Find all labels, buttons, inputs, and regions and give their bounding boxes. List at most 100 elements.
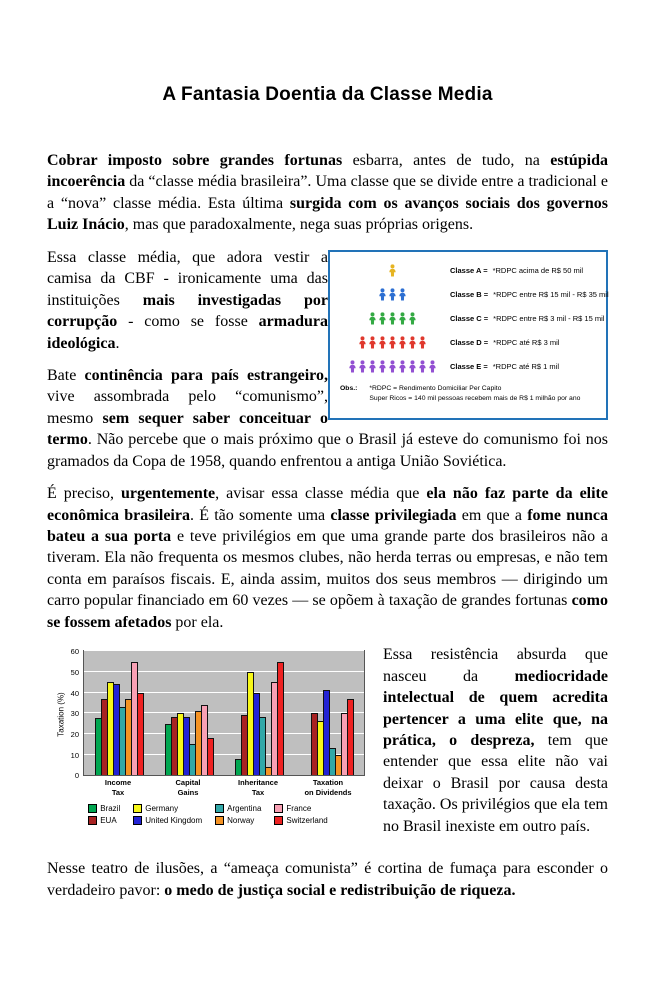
class-row: Classe C = *RDPC entre R$ 3 mil - R$ 15 m… xyxy=(334,307,605,331)
person-icon xyxy=(408,312,416,325)
legend-label: Argentina xyxy=(227,804,262,814)
bar-group xyxy=(164,704,214,776)
class-label: Classe A = *RDPC acima de R$ 50 mil xyxy=(450,265,584,275)
legend-label: France xyxy=(286,804,312,814)
legend-item: France xyxy=(274,804,327,814)
legend-swatch xyxy=(88,816,98,826)
text-segment: - como se fosse xyxy=(117,313,259,331)
person-icon xyxy=(398,336,406,349)
text-segment: Essa classe média, que adora vestir a ca… xyxy=(47,248,328,309)
bar-switzerland xyxy=(206,738,214,776)
text-segment: Nesse teatro de ilusões, a “ameaça comun… xyxy=(47,860,608,899)
legend-item: EUA xyxy=(88,816,120,826)
legend-swatch xyxy=(215,804,225,814)
paragraph-3: Bate continência para país estrangeiro, … xyxy=(47,365,608,472)
text-segment: o medo de justiça social e redistribuiçã… xyxy=(164,881,516,899)
gridline xyxy=(84,670,364,672)
text-segment: Bate xyxy=(47,366,85,384)
y-tick-label: 30 xyxy=(70,709,79,719)
text-segment: como se fossem afetados xyxy=(47,592,608,631)
pyramid-rows: Classe A = *RDPC acima de R$ 50 mil Classe… xyxy=(334,259,609,379)
paragraph-2: Essa classe média, que adora vestir a ca… xyxy=(47,247,608,354)
legend-swatch xyxy=(133,804,143,814)
person-icon xyxy=(398,312,406,325)
class-label: Classe C = *RDPC entre R$ 3 mil - R$ 15 m… xyxy=(450,313,605,323)
person-icon xyxy=(388,336,396,349)
class-row: Classe E = *RDPC até R$ 1 mil xyxy=(334,355,602,379)
text-segment: por ela. xyxy=(171,613,224,631)
text-segment: tem que entender que essa elite não vai … xyxy=(383,731,609,835)
person-icon xyxy=(388,264,396,277)
y-tick-label: 0 xyxy=(74,771,79,781)
legend-label: United Kingdom xyxy=(145,816,203,826)
chart-section: Taxation (%) 0 10 20 30 40 50 60 Income Tax Capit… xyxy=(47,644,609,848)
legend-swatch xyxy=(274,804,284,814)
legend-swatch xyxy=(133,816,143,826)
paragraph-6: Nesse teatro de ilusões, a “ameaça comun… xyxy=(47,858,608,901)
person-icon xyxy=(368,360,376,373)
text-segment: estúpida incoerência xyxy=(47,152,609,191)
paragraph-5: Essa resistência absurda que nasceu da m… xyxy=(383,644,608,837)
text-segment: . Não percebe que o mais próximo que o B… xyxy=(47,431,608,470)
chart-canvas: Taxation (%) 0 10 20 30 40 50 60 Income Tax Capit… xyxy=(47,647,369,798)
person-icon xyxy=(388,360,396,373)
text-segment: , avisar essa classe média que xyxy=(215,485,427,503)
text-segment: vive assombrada pelo “comunismo”, mesmo xyxy=(47,388,328,427)
person-icon xyxy=(418,360,426,373)
gridline xyxy=(84,650,364,652)
page-title: A Fantasia Doentia da Classe Media xyxy=(162,84,493,105)
bar-group xyxy=(305,690,354,776)
pyramid-section: Classe A = *RDPC acima de R$ 50 mil Classe… xyxy=(47,247,609,483)
y-tick-label: 20 xyxy=(70,729,79,739)
gridline xyxy=(84,732,364,734)
class-label: Classe D = *RDPC até R$ 3 mil xyxy=(450,337,560,347)
person-icon xyxy=(368,336,376,349)
person-icon-group xyxy=(334,312,450,325)
text-segment: e teve privilégios em que uma grande par… xyxy=(47,528,609,610)
legend-item: Germany xyxy=(133,804,202,814)
bar-switzerland xyxy=(346,698,354,776)
legend-item: Brazil xyxy=(88,804,121,814)
legend-label: Switzerland xyxy=(286,816,328,826)
footnote-line-2: Super Ricos = 140 mil pessoas recebem ma… xyxy=(369,394,581,402)
text-segment: fome nunca bateu a sua porta xyxy=(47,506,608,545)
bar-switzerland xyxy=(276,661,284,776)
text-segment: urgentemente xyxy=(120,485,216,503)
person-icon xyxy=(408,360,416,373)
legend-label: Brazil xyxy=(100,804,121,814)
paragraph-4: É preciso, urgentemente, avisar essa cla… xyxy=(47,483,608,633)
class-label: Classe B = *RDPC entre R$ 15 mil - R$ 35 … xyxy=(450,289,609,299)
legend-label: Germany xyxy=(145,804,179,814)
y-tick-label: 10 xyxy=(70,750,79,760)
text-segment: mais investigadas por corrupção xyxy=(47,291,328,331)
text-segment: surgida com os avanços sociais dos gover… xyxy=(47,194,608,234)
bar-switzerland xyxy=(136,692,144,776)
text-segment: continência para país estrangeiro, xyxy=(84,366,328,384)
taxation-chart-figure: Taxation (%) 0 10 20 30 40 50 60 Income Tax Capit… xyxy=(47,647,369,826)
legend-label: Norway xyxy=(227,816,255,826)
legend-swatch xyxy=(88,804,98,814)
person-icon xyxy=(418,336,426,349)
legend-item: Norway xyxy=(215,816,261,826)
bar-group xyxy=(234,661,284,776)
pyramid-footnote: Obs.: *RDPC = Rendimento Domiciliar Per … xyxy=(334,384,602,404)
text-segment: esbarra, antes de tudo, na xyxy=(342,152,551,169)
person-icon xyxy=(368,312,376,325)
text-segment: da “classe média brasileira”. Uma classe… xyxy=(47,173,608,212)
person-icon xyxy=(398,360,406,373)
class-row: Classe D = *RDPC até R$ 3 mil xyxy=(334,331,602,355)
person-icon-group xyxy=(334,264,450,277)
class-row: Classe B = *RDPC entre R$ 15 mil - R$ 35 … xyxy=(334,283,609,307)
y-tick-label: 40 xyxy=(70,688,79,698)
person-icon xyxy=(388,312,396,325)
person-icon xyxy=(378,288,386,301)
bar-groups xyxy=(84,651,364,776)
footnote-line-1: *RDPC = Rendimento Domiciliar Per Capito xyxy=(369,384,502,392)
legend-label: EUA xyxy=(100,816,117,826)
person-icon xyxy=(388,288,396,301)
category-label: Capital Gains xyxy=(175,778,201,797)
legend-swatch xyxy=(215,816,225,826)
gridline xyxy=(84,753,364,755)
gridline xyxy=(84,712,364,714)
chart-legend: Brazil Germany Argentina France EUA United Ki… xyxy=(88,804,328,826)
